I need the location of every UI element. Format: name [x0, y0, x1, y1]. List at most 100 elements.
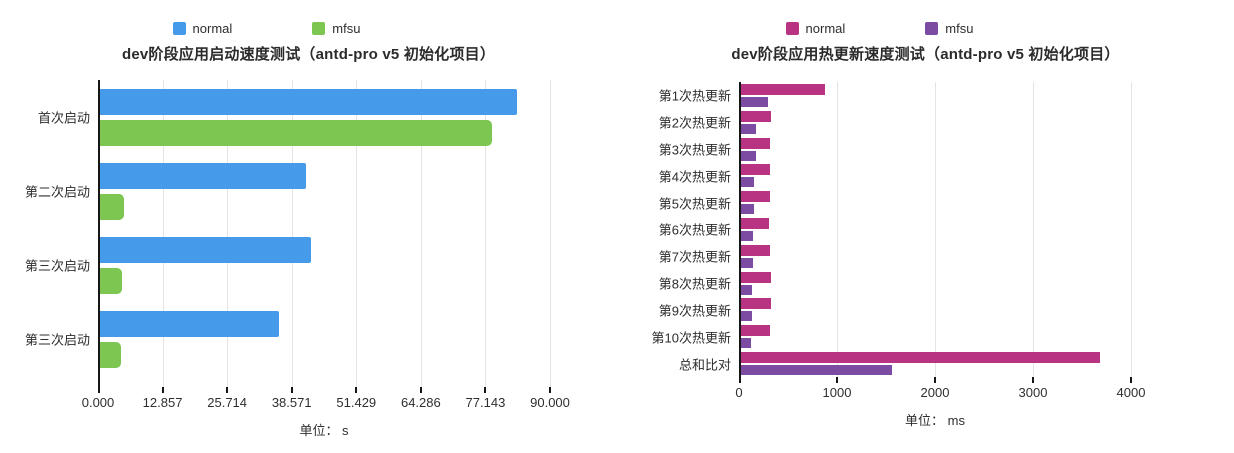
category-label: 第1次热更新 — [658, 88, 731, 104]
bar-normal — [98, 162, 307, 189]
bar-normal — [739, 137, 771, 149]
x-tick-mark — [290, 387, 293, 393]
x-tick-label: 38.571 — [271, 395, 312, 410]
gridline — [420, 80, 422, 387]
chart-title: dev阶段应用启动速度测试（antd-pro v5 初始化项目） — [121, 46, 496, 63]
bar-mfsu — [98, 341, 122, 368]
category-label: 第二次启动 — [24, 184, 90, 200]
bar-normal — [739, 244, 771, 256]
category-label: 第三次启动 — [24, 332, 90, 348]
legend-label-mfsu: mfsu — [332, 21, 361, 36]
category-label: 首次启动 — [37, 110, 90, 126]
bar-normal — [739, 217, 769, 229]
category-label: 第3次热更新 — [658, 142, 731, 158]
category-label: 总和比对 — [678, 357, 731, 373]
bar-normal — [739, 110, 771, 122]
x-tick-label: 77.143 — [465, 395, 506, 410]
x-tick-mark — [419, 387, 422, 393]
category-label: 第4次热更新 — [658, 169, 731, 185]
legend-swatch-normal-icon — [785, 22, 799, 35]
bar-normal — [98, 310, 279, 337]
chart-title: dev阶段应用热更新速度测试（antd-pro v5 初始化项目） — [731, 46, 1120, 63]
x-tick-label: 0.000 — [81, 395, 115, 410]
x-tick-label: 64.286 — [400, 395, 441, 410]
bar-mfsu — [739, 230, 754, 241]
gridline — [356, 80, 358, 387]
legend-label-normal: normal — [192, 21, 233, 36]
bar-mfsu — [98, 119, 492, 146]
category-row: 第2次热更新 — [659, 109, 1169, 136]
x-tick-mark — [161, 387, 164, 393]
x-tick-mark — [226, 387, 229, 393]
category-row: 总和比对 — [679, 350, 1169, 377]
bar-mfsu — [739, 365, 892, 376]
bar-mfsu — [739, 257, 754, 268]
legend-item-mfsu: mfsu — [312, 21, 360, 36]
category-label: 第8次热更新 — [658, 276, 731, 292]
category-row: 第1次热更新 — [659, 82, 1169, 109]
bar-mfsu — [739, 338, 751, 349]
bar-normal — [739, 325, 770, 337]
category-label: 第三次启动 — [24, 258, 90, 274]
category-row: 第二次启动 — [25, 154, 578, 228]
gridline — [162, 80, 164, 387]
x-axis-unit-label: 单位： ms — [905, 413, 965, 428]
category-row: 第7次热更新 — [659, 243, 1169, 270]
rows: 第1次热更新第2次热更新第3次热更新 第4次热更新第5次热更新第6次热更新 第7次热… — [652, 82, 1169, 377]
bar-normal — [98, 88, 518, 115]
legend-swatch-normal-icon — [172, 22, 186, 35]
category-row: 第8次热更新 — [659, 270, 1169, 297]
category-label: 第7次热更新 — [658, 249, 731, 265]
legend-item-mfsu: mfsu — [925, 21, 973, 36]
bar-normal — [739, 83, 826, 95]
legend-item-normal: normal — [785, 21, 845, 36]
gridline — [935, 82, 936, 377]
category-row: 第4次热更新 — [659, 162, 1169, 189]
gridline — [1033, 82, 1034, 377]
x-tick-label: 90.000 — [530, 395, 570, 410]
category-row: 第9次热更新 — [659, 297, 1169, 324]
legend: normal mfsu — [0, 21, 575, 36]
gridline — [837, 82, 838, 377]
category-row: 第三次启动 — [25, 228, 578, 302]
bar-mfsu — [98, 267, 123, 294]
x-tick-label: 0 — [735, 385, 743, 400]
gridline — [550, 80, 551, 387]
category-label: 第9次热更新 — [658, 303, 731, 319]
y-axis-line — [739, 82, 741, 383]
bar-mfsu — [739, 177, 754, 188]
legend-label-mfsu: mfsu — [945, 21, 974, 36]
legend-item-normal: normal — [172, 21, 233, 36]
plot-area: 0 1000 2000 3000 4000 第1次热更新第2次热更新第3次热更新 第4次热更… — [652, 82, 1169, 437]
x-tick-label: 3000 — [1018, 385, 1048, 400]
bar-mfsu — [98, 193, 125, 220]
bar-normal — [739, 271, 771, 283]
plot-area: 0.000 12.857 25.714 38.571 51.429 64.286 77.14… — [25, 80, 578, 447]
x-tick-mark — [549, 387, 551, 393]
bar-normal — [739, 352, 1100, 364]
x-axis-unit-label: 单位： s — [299, 423, 349, 438]
category-row: 第6次热更新 — [659, 216, 1169, 243]
x-tick-label: 1000 — [822, 385, 852, 400]
legend: normal mfsu — [571, 21, 1188, 36]
x-tick-mark — [836, 377, 838, 383]
x-tick-label: 4000 — [1116, 385, 1146, 400]
category-label: 第10次热更新 — [651, 330, 731, 346]
x-tick-label: 25.714 — [207, 395, 248, 410]
category-row: 第5次热更新 — [659, 189, 1169, 216]
gridline — [227, 80, 229, 387]
x-tick-mark — [1032, 377, 1034, 383]
x-tick-mark — [355, 387, 358, 393]
hot-update-speed-chart: normal mfsu dev阶段应用热更新速度测试（antd-pro v5 初始化… — [617, 0, 1234, 453]
x-tick-label: 2000 — [920, 385, 950, 400]
bar-mfsu — [739, 284, 753, 295]
category-label: 第6次热更新 — [658, 222, 731, 238]
x-tick-mark — [934, 377, 936, 383]
bar-mfsu — [739, 204, 754, 215]
bar-normal — [739, 191, 770, 203]
gridline — [1131, 82, 1132, 377]
bar-mfsu — [739, 150, 757, 161]
legend-swatch-mfsu-icon — [925, 22, 939, 35]
legend-swatch-mfsu-icon — [312, 22, 326, 35]
